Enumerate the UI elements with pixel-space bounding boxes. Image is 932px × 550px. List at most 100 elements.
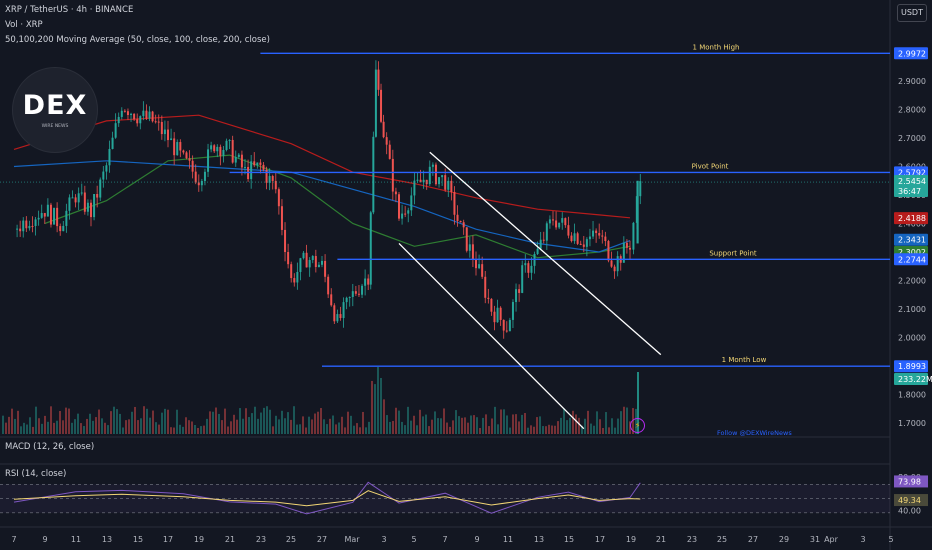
candle-body (388, 144, 391, 159)
volume-bar (623, 406, 625, 434)
moving-average-indicator-label[interactable]: 50,100,200 Moving Average (50, close, 10… (5, 35, 270, 45)
macd-indicator-label[interactable]: MACD (12, 26, close) (5, 442, 95, 452)
candle-body (83, 192, 86, 212)
volume-bar (86, 418, 88, 434)
candle-body (361, 285, 364, 295)
candle-body (170, 138, 173, 141)
x-tick-label: 9 (474, 535, 479, 544)
volume-bar (101, 418, 103, 434)
candle-body (188, 158, 191, 161)
candle-body (351, 291, 354, 297)
volume-bar (56, 420, 58, 434)
volume-bar (368, 421, 370, 434)
volume-bar (5, 422, 7, 434)
candle-body (160, 121, 163, 135)
candle-body (598, 233, 601, 236)
volume-bar (308, 416, 310, 434)
symbol-title[interactable]: XRP / TetherUS · 4h · BINANCE (5, 5, 134, 15)
volume-bar (605, 412, 607, 434)
volume-bar (161, 412, 163, 434)
volume-bar (422, 416, 424, 434)
volume-bar (131, 411, 133, 434)
candle-body (434, 164, 437, 185)
volume-bar (269, 409, 271, 434)
x-tick-label: 3 (381, 535, 386, 544)
volume-bar (608, 427, 610, 434)
volume-bar (128, 419, 130, 434)
volume-bar (218, 413, 220, 434)
x-tick-label: 11 (71, 535, 81, 544)
rsi-indicator-label[interactable]: RSI (14, close) (5, 469, 67, 479)
candle-body (496, 307, 499, 323)
candle-body (108, 148, 111, 166)
rsi-ma-label: 49.34 (898, 496, 921, 505)
candle-body (250, 161, 253, 180)
volume-bar (536, 417, 538, 434)
volume-bar (392, 420, 394, 434)
volume-bar (515, 414, 517, 434)
candle-body (333, 305, 336, 322)
price-tag-label: 2.2744 (898, 255, 926, 264)
candle-body (148, 111, 151, 119)
volume-bar (176, 409, 178, 434)
candle-body (59, 226, 62, 232)
candle-body (324, 260, 327, 277)
volume-bar (572, 410, 574, 434)
volume-bar (239, 408, 241, 434)
candle-body (471, 244, 474, 260)
candle-body (185, 152, 188, 159)
volume-bar (293, 406, 295, 434)
volume-bar (32, 426, 34, 434)
volume-bar (284, 418, 286, 434)
y-tick-label: 2.9000 (898, 77, 926, 86)
volume-bar (365, 427, 367, 434)
volume-bar (236, 419, 238, 434)
x-tick-label: Mar (344, 535, 360, 544)
candle-body (46, 204, 49, 217)
candle-body (111, 137, 114, 149)
candle-body (225, 140, 228, 150)
volume-bar (449, 426, 451, 434)
volume-bar (557, 421, 559, 434)
candle-body (585, 239, 588, 247)
price-tag-label: 2.9972 (898, 49, 926, 58)
candle-body (77, 193, 80, 203)
volume-bar (224, 408, 226, 434)
x-tick-label: 13 (534, 535, 544, 544)
candle-body (271, 176, 274, 181)
candle-body (545, 223, 548, 241)
volume-bar (497, 424, 499, 434)
currency-button[interactable]: USDT (897, 4, 927, 22)
volume-bar (545, 426, 547, 434)
candle-body (576, 233, 579, 244)
volume-bar (512, 414, 514, 434)
rsi-value-label: 73.98 (898, 477, 921, 486)
candle-body (176, 142, 179, 156)
volume-indicator-label[interactable]: Vol · XRP (5, 20, 43, 30)
candle-body (280, 206, 283, 230)
volume-bars (2, 367, 639, 434)
price-tag (894, 47, 928, 60)
volume-bar (326, 424, 328, 434)
candle-body (493, 311, 496, 323)
price-tag-label: 233.22M (898, 375, 932, 384)
volume-bar (44, 415, 46, 434)
volume-bar (212, 411, 214, 434)
volume-bar (104, 422, 106, 434)
candle-body (102, 171, 105, 180)
volume-bar (479, 427, 481, 434)
volume-bar (347, 411, 349, 434)
level-label: 1 Month High (693, 43, 740, 51)
x-tick-label: 23 (687, 535, 697, 544)
x-tick-label: 25 (717, 535, 727, 544)
volume-bar (149, 417, 151, 434)
y-tick-label: 2.2000 (898, 277, 926, 286)
candle-body (459, 220, 462, 223)
rsi-line (13, 481, 641, 515)
candle-body (524, 263, 527, 266)
volume-bar (137, 420, 139, 434)
candle-body (431, 164, 434, 167)
candle-body (475, 259, 477, 269)
lightning-icon[interactable]: ⚡ (630, 418, 645, 433)
